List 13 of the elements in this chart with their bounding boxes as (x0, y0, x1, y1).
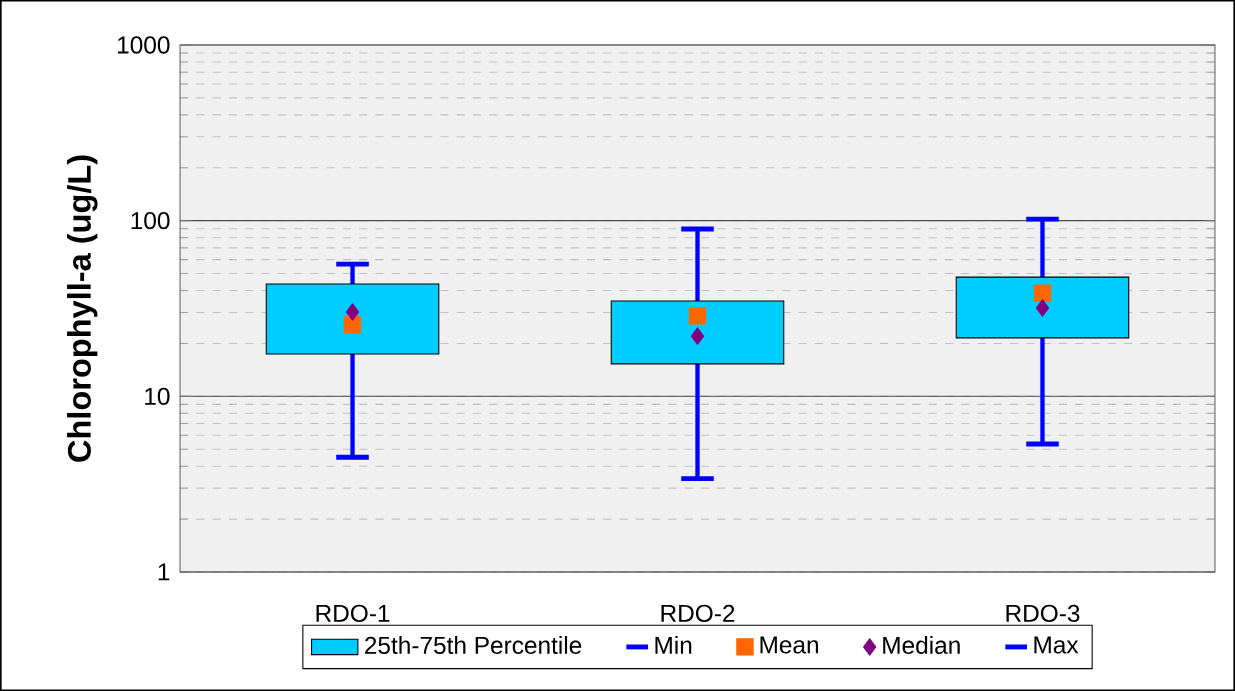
x-tick-label: RDO-2 (661, 604, 735, 622)
legend-label: Mean (760, 636, 819, 654)
y-tick-label: 1 (158, 563, 170, 581)
y-tick-label: 1000 (118, 36, 170, 54)
legend-label: Max (1034, 636, 1079, 654)
y-tick-label: 100 (131, 211, 170, 230)
legend-label: Median (883, 636, 960, 654)
legend-label: 25th-75th Percentile (365, 636, 582, 654)
x-tick-label: RDO-3 (1006, 604, 1080, 622)
y-axis-title: Chlorophyll-a (ug/L) (67, 155, 98, 462)
y-tick-label: 10 (145, 387, 170, 405)
x-tick-label: RDO-1 (316, 604, 390, 622)
legend-label: Min (655, 636, 692, 654)
